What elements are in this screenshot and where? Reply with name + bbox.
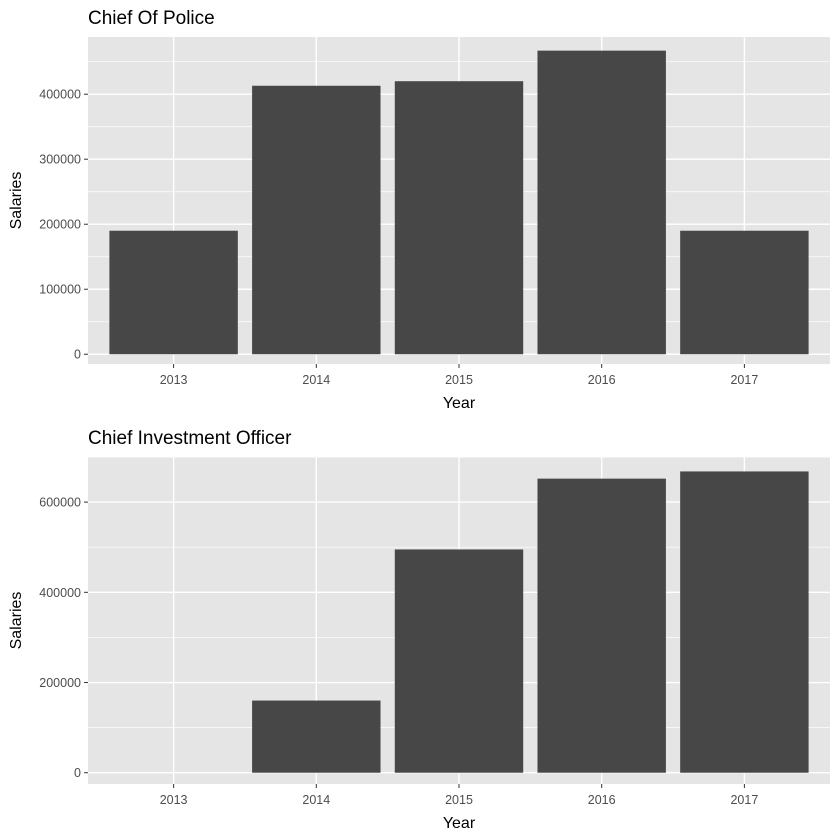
x-axis-label-investment: Year [443,815,476,832]
x-tick-label: 2015 [445,793,473,807]
bar-investment-2016 [537,478,666,773]
bar-police-2015 [394,81,524,355]
bar-investment-2017 [680,471,809,773]
bar-police-2017 [680,230,809,355]
bar-police-2014 [252,85,381,355]
x-tick-label: 2015 [445,373,473,387]
bars-investment [252,471,809,773]
x-axis-police: 2013 2014 2015 2016 2017 [160,364,758,387]
y-axis-label-investment: Salaries [8,592,25,650]
y-tick-label: 0 [74,348,81,362]
y-tick-label: 600000 [39,496,81,510]
bar-investment-2015 [394,549,524,773]
chart-panel-investment: Chief Investment Officer 0 200000 400000 60… [8,428,830,832]
y-tick-label: 200000 [39,676,81,690]
x-tick-label: 2016 [588,793,616,807]
bar-police-2016 [537,50,666,355]
x-tick-label: 2014 [302,793,330,807]
x-axis-label-police: Year [443,395,476,412]
y-axis-police: 0 100000 200000 300000 400000 [39,88,88,362]
y-tick-label: 300000 [39,153,81,167]
chart-title-police: Chief Of Police [88,8,215,29]
x-axis-investment: 2013 2014 2015 2016 2017 [160,784,758,807]
x-tick-label: 2016 [588,373,616,387]
bars-police [109,50,809,355]
x-tick-label: 2013 [160,373,188,387]
bar-police-2013 [109,230,238,355]
y-tick-label: 200000 [39,218,81,232]
chart-panel-police: Chief Of Police 0 100000 200000 300000 40000… [8,8,830,412]
y-tick-label: 100000 [39,283,81,297]
y-tick-label: 400000 [39,88,81,102]
y-axis-label-police: Salaries [8,172,25,230]
x-tick-label: 2013 [160,793,188,807]
bar-investment-2014 [252,700,381,773]
x-tick-label: 2017 [730,373,758,387]
y-axis-investment: 0 200000 400000 600000 [39,496,88,780]
y-tick-label: 400000 [39,586,81,600]
y-tick-label: 0 [74,766,81,780]
chart-title-investment: Chief Investment Officer [88,428,292,449]
x-tick-label: 2014 [302,373,330,387]
x-tick-label: 2017 [730,793,758,807]
